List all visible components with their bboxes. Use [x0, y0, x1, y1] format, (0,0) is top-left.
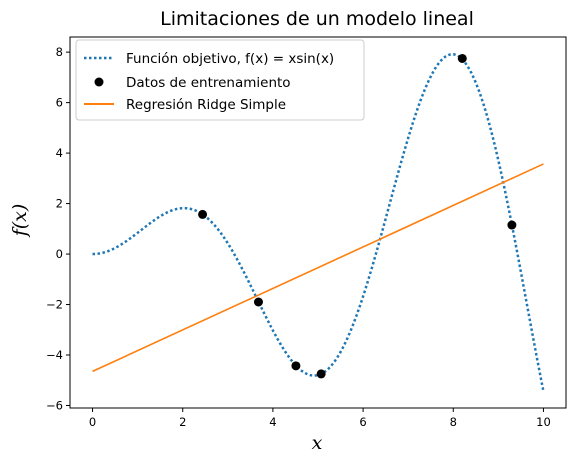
x-axis-label: x [312, 432, 323, 454]
data-point [291, 361, 301, 371]
y-tick-label: 6 [56, 96, 63, 110]
plot-frame [69, 36, 567, 409]
y-tick-label: 2 [56, 197, 63, 211]
x-tick-label: 4 [269, 415, 276, 429]
y-axis-ticks: −6 −4 −2 0 2 4 6 8 [46, 45, 70, 412]
legend-label-data: Datos de entrenamiento [126, 75, 291, 91]
x-axis-ticks: 0 2 4 6 8 10 [89, 408, 551, 429]
y-tick-label: 4 [56, 146, 63, 160]
y-tick-label: 0 [56, 247, 63, 261]
chart-title: Limitaciones de un modelo lineal [160, 8, 474, 30]
y-tick-label: 8 [56, 45, 63, 59]
data-point [253, 297, 263, 307]
data-point [507, 220, 517, 230]
x-tick-label: 6 [359, 415, 366, 429]
x-tick-label: 10 [536, 415, 551, 429]
legend-swatch-data [94, 77, 104, 87]
data-point [198, 209, 208, 219]
series-layer [92, 52, 545, 392]
series-line-ridge [92, 163, 544, 373]
y-tick-label: −6 [46, 398, 63, 412]
x-tick-label: 2 [179, 415, 186, 429]
x-tick-label: 8 [450, 415, 457, 429]
legend: Función objetivo, f(x) = xsin(x) Datos d… [75, 39, 365, 121]
y-axis-label: f(x) [9, 204, 31, 239]
y-tick-label: −4 [46, 348, 63, 362]
legend-frame [75, 39, 365, 121]
legend-label-ridge: Regresión Ridge Simple [126, 97, 286, 113]
data-point [457, 53, 467, 63]
y-tick-label: −2 [46, 298, 63, 312]
legend-label-function: Función objetivo, f(x) = xsin(x) [126, 51, 334, 67]
series-line-function [92, 52, 545, 392]
x-tick-label: 0 [89, 415, 96, 429]
data-point [316, 369, 326, 379]
